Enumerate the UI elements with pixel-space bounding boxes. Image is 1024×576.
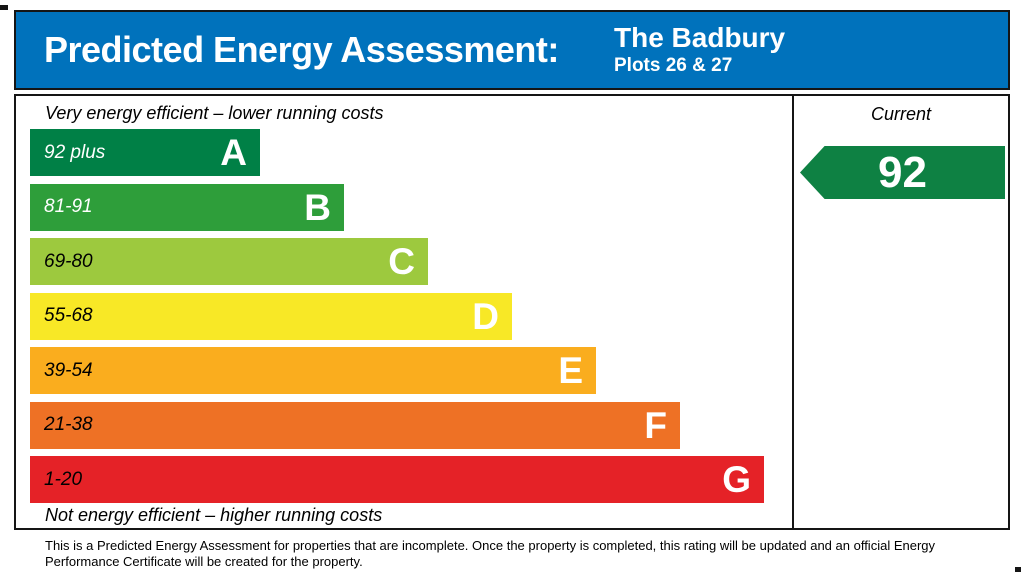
band-c: 69-80 C [30,238,428,285]
scan-artifact [1015,567,1021,572]
property-name: The Badbury [614,21,786,53]
band-letter: G [722,459,751,500]
band-range-label: 69-80 [44,250,93,272]
band-e: 39-54 E [30,347,596,394]
property-info: The Badbury Plots 26 & 27 [614,21,786,77]
disclaimer-text: This is a Predicted Energy Assessment fo… [45,538,936,570]
band-f: 21-38 F [30,401,680,449]
rating-scale-panel: Very energy efficient – lower running co… [16,96,792,528]
scan-artifact [0,5,8,10]
band-letter: A [220,132,247,173]
caption-bottom: Not energy efficient – higher running co… [45,505,383,525]
current-rating-value: 92 [878,147,927,197]
page-title: Predicted Energy Assessment: [44,29,559,70]
band-range-label: 81-91 [44,196,93,217]
energy-rating-chart: Very energy efficient – lower running co… [14,94,1010,530]
band-letter: C [388,241,415,282]
header-bar: Predicted Energy Assessment: The Badbury… [14,10,1010,90]
band-range-label: 1-20 [44,468,83,490]
band-letter: B [304,186,331,228]
rating-bands: 92 plus A 81-91 B 69-80 C 55-68 D 39-54 [30,129,764,511]
band-d: 55-68 D [30,292,512,340]
band-a: 92 plus A [30,129,260,176]
band-letter: D [472,295,499,337]
band-range-label: 39-54 [44,359,93,381]
band-b: 81-91 B [30,183,344,231]
caption-top: Very energy efficient – lower running co… [45,103,384,123]
band-range-label: 92 plus [44,141,106,163]
band-letter: F [644,404,667,446]
band-range-label: 21-38 [44,414,93,435]
band-range-label: 55-68 [44,305,93,326]
band-g: 1-20 G [30,456,764,503]
band-letter: E [558,350,583,391]
current-rating-panel: Current 92 [792,96,1008,528]
property-plots: Plots 26 & 27 [614,55,733,77]
current-column-header: Current [870,104,932,124]
current-rating-arrow: 92 [800,146,1005,199]
